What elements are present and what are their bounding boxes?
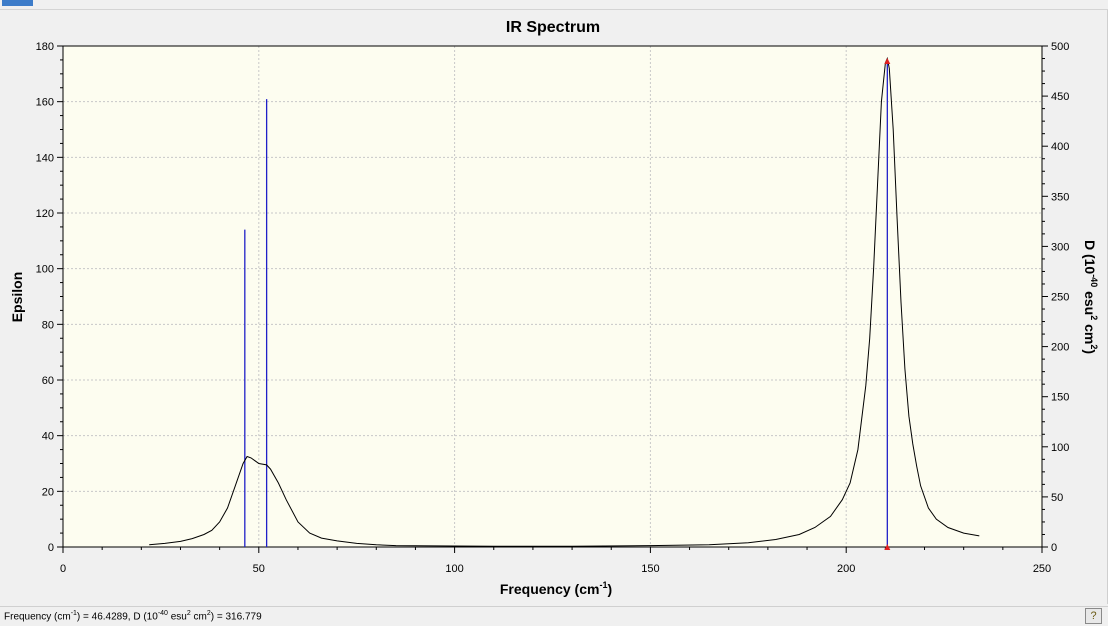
spectrum-curve	[149, 56, 980, 547]
status-bar: Frequency (cm-1) = 46.4289, D (10-40 esu…	[0, 606, 1108, 626]
window-top-strip	[0, 0, 1108, 10]
y2-tick-label: 450	[1051, 91, 1069, 103]
y2-tick-label: 250	[1051, 292, 1069, 304]
y-tick-label: 60	[42, 375, 54, 387]
chart-panel: IR Spectrum 0 50 100 150 200 250 0 20 40 60 80 100…	[0, 10, 1108, 604]
y2-tick-label: 50	[1051, 492, 1063, 504]
y2-tick-label: 100	[1051, 442, 1069, 454]
y-tick-label: 160	[36, 97, 54, 109]
y-tick-label: 20	[42, 486, 54, 498]
grid-lines	[63, 46, 1042, 547]
y-tick-label: 100	[36, 264, 54, 276]
ir-spectrum-chart[interactable]: IR Spectrum 0 50 100 150 200 250 0 20 40 60 80 100…	[0, 10, 1107, 604]
y-axis-label: Epsilon	[9, 272, 25, 323]
y-tick-label: 120	[36, 208, 54, 220]
y-tick-label: 180	[36, 41, 54, 53]
y2-tick-label: 0	[1051, 542, 1057, 554]
status-readout: Frequency (cm-1) = 46.4289, D (10-40 esu…	[4, 610, 262, 623]
y2-tick-label: 350	[1051, 191, 1069, 203]
y2-tick-label: 400	[1051, 141, 1069, 153]
y2-tick-label: 300	[1051, 241, 1069, 253]
y-tick-label: 80	[42, 319, 54, 331]
x-tick-label: 150	[641, 563, 659, 575]
x-tick-label: 200	[837, 563, 855, 575]
x-axis-ticks: 0 50 100 150 200 250	[60, 547, 1051, 575]
x-tick-label: 250	[1033, 563, 1051, 575]
y-axis-ticks: 0 20 40 60 80 100 120 140 160 180	[36, 41, 63, 554]
peak-markers	[884, 58, 891, 550]
peak-marker	[884, 58, 891, 65]
x-axis-label: Frequency (cm-1)	[500, 580, 612, 597]
y2-axis-label: D (10-40 esu2 cm2)	[1082, 240, 1099, 354]
y2-axis-ticks: 0 50 100 150 200 250 300 350 400 450 500	[1042, 41, 1069, 554]
chart-title: IR Spectrum	[506, 19, 600, 36]
plot-area[interactable]	[63, 46, 1042, 547]
y2-tick-label: 500	[1051, 41, 1069, 53]
y-tick-label: 140	[36, 152, 54, 164]
peak-marker	[884, 544, 891, 550]
y2-tick-label: 150	[1051, 392, 1069, 404]
y-tick-label: 40	[42, 431, 54, 443]
x-tick-label: 50	[253, 563, 265, 575]
y-tick-label: 0	[48, 542, 54, 554]
help-icon[interactable]: ?	[1085, 608, 1102, 624]
x-tick-label: 0	[60, 563, 66, 575]
active-tab-indicator[interactable]	[2, 0, 33, 6]
y2-tick-label: 200	[1051, 342, 1069, 354]
stick-spectrum	[244, 61, 888, 547]
x-tick-label: 100	[445, 563, 463, 575]
